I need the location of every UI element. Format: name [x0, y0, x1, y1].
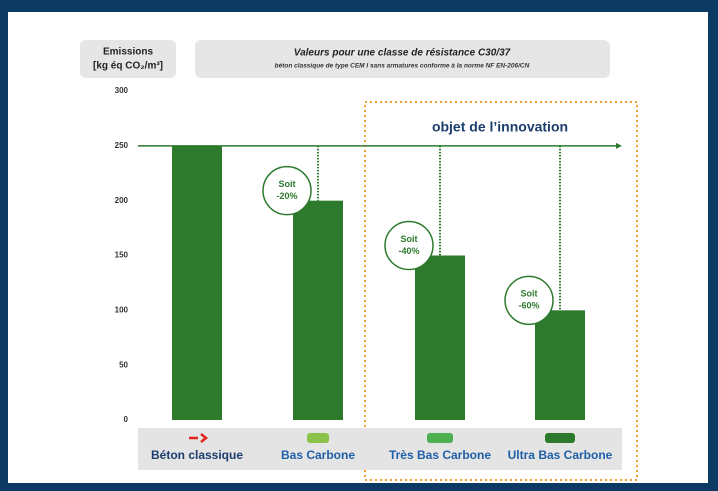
annotation-circle [384, 220, 434, 271]
y-label: [kg éq CO₂/m³] [93, 61, 163, 72]
brand-icon [189, 433, 209, 443]
x-tick-label: Béton classique [151, 448, 243, 462]
annotation-text: Soit [401, 234, 418, 244]
y-tick-label: 50 [119, 360, 128, 369]
bar [415, 255, 465, 420]
annotation-circle [504, 275, 554, 326]
y-label: Emissions [103, 47, 153, 58]
y-tick-label: 0 [124, 415, 129, 424]
y-tick-label: 200 [115, 196, 129, 205]
bar [172, 145, 222, 421]
annotation-text: Soit [521, 289, 538, 299]
chart-subtitle: béton classique de type CEM I sans armat… [275, 63, 530, 70]
brand-icon [545, 433, 575, 443]
highlight-box [364, 101, 638, 481]
annotation-text: -60% [518, 301, 539, 311]
x-tick-label: Bas Carbone [281, 448, 355, 462]
category-band [138, 428, 622, 470]
annotation-text: -40% [398, 246, 419, 256]
bar [535, 310, 585, 420]
y-tick-label: 250 [115, 141, 129, 150]
annotation-circle [262, 165, 312, 216]
y-tick-label: 300 [115, 86, 129, 95]
brand-icon [427, 433, 453, 443]
chart-title: Valeurs pour une classe de résistance C3… [294, 48, 511, 59]
annotation-text: -20% [276, 191, 297, 201]
annotation-text: Soit [279, 179, 296, 189]
brand-icon [307, 433, 329, 443]
x-tick-label: Très Bas Carbone [389, 448, 491, 462]
y-tick-label: 150 [115, 251, 129, 260]
arrow-head [616, 142, 622, 149]
bar [293, 200, 343, 420]
y-tick-label: 100 [115, 305, 129, 314]
panel [8, 12, 708, 483]
y-label-box [80, 40, 176, 78]
title-box [195, 40, 610, 78]
x-tick-label: Ultra Bas Carbone [508, 448, 613, 462]
highlight-label: objet de l’innovation [432, 119, 568, 135]
